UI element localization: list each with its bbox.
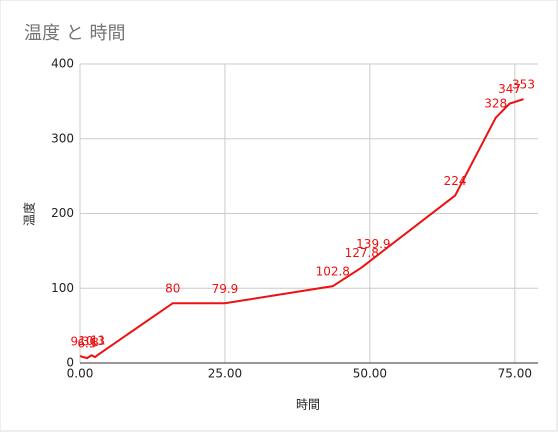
y-tick-label: 0	[66, 356, 74, 370]
x-tick-label: 75.00	[498, 367, 532, 381]
chart-title: 温度 と 時間	[24, 23, 125, 44]
y-tick-label: 100	[51, 281, 74, 295]
x-tick-label: 0.00	[67, 367, 94, 381]
data-label: 224	[444, 174, 467, 188]
data-label: 353	[512, 78, 535, 92]
data-line	[79, 98, 524, 360]
data-label: 8	[91, 336, 99, 350]
y-tick-label: 300	[51, 131, 74, 145]
data-label: 347	[498, 82, 521, 96]
data-label: 9.3	[70, 335, 89, 349]
data-label: 10.3	[78, 334, 105, 348]
x-axis-label: 時間	[296, 398, 320, 412]
x-tick-label: 25.00	[208, 367, 242, 381]
x-tick-label: 50.00	[353, 367, 387, 381]
data-label: 102.8	[316, 265, 350, 279]
data-label: 328	[484, 96, 507, 110]
y-tick-label: 400	[51, 57, 74, 71]
y-tick-label: 200	[51, 206, 74, 220]
data-label: 127.8	[345, 246, 379, 260]
data-label: 80	[165, 282, 180, 296]
data-label: 11	[90, 333, 105, 347]
data-label: 79.9	[212, 282, 239, 296]
y-axis-label: 温度	[22, 202, 37, 226]
data-label: 139.9	[356, 237, 390, 251]
data-label: 6.5	[77, 337, 96, 351]
